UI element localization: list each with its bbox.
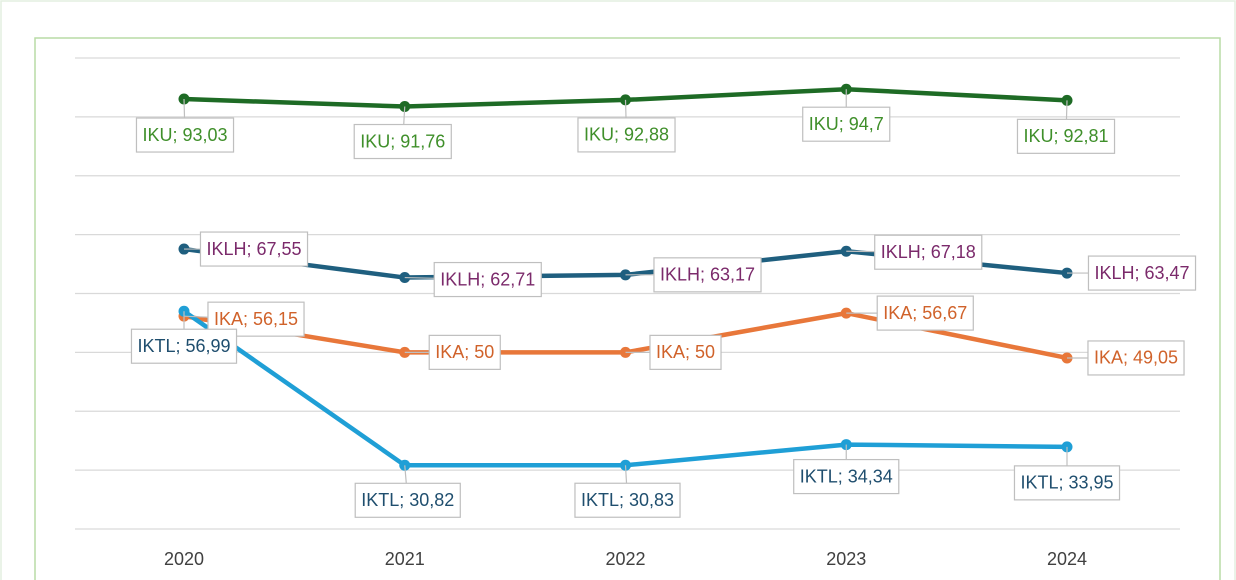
label-box	[1016, 118, 1116, 154]
label-box	[353, 123, 452, 160]
data-label: IKA; 56,67	[846, 295, 974, 331]
label-box	[1013, 465, 1121, 501]
data-label-text: IKLH; 62,71	[440, 269, 535, 289]
x-tick-label: 2023	[826, 549, 866, 569]
data-label: IKTL; 30,83	[574, 465, 681, 518]
series-line	[182, 309, 1068, 468]
label-box	[574, 482, 681, 518]
data-label-text: IKLH; 67,18	[881, 242, 976, 262]
data-label-text: IKTL; 30,82	[361, 490, 454, 510]
data-label: IKA; 49,05	[1067, 340, 1185, 376]
label-box	[354, 482, 461, 518]
data-label-text: IKU; 92,81	[1023, 126, 1108, 146]
data-label: IKU; 91,76	[353, 106, 452, 160]
data-label: IKLH; 63,17	[625, 257, 762, 293]
label-box	[577, 117, 676, 153]
data-label-text: IKA; 50	[656, 342, 715, 362]
x-tick-label: 2020	[164, 549, 204, 569]
data-label: IKLH; 63,47	[1067, 255, 1197, 291]
data-label: IKA; 50	[625, 334, 722, 370]
data-label: IKU; 92,81	[1016, 100, 1116, 154]
data-label-text: IKU; 94,7	[809, 114, 884, 134]
label-box	[1087, 255, 1197, 291]
label-box	[874, 234, 983, 270]
label-box	[433, 261, 542, 298]
data-label: IKU; 93,03	[135, 99, 235, 153]
data-label: IKTL; 33,95	[1013, 446, 1121, 501]
data-label: IKU; 92,88	[577, 99, 676, 153]
data-label: IKTL; 30,82	[354, 465, 461, 518]
x-tick-label: 2022	[605, 549, 645, 569]
data-label-text: IKA; 56,67	[883, 303, 967, 323]
x-tick-label: 2024	[1047, 549, 1087, 569]
data-label-text: IKTL; 30,83	[581, 490, 674, 510]
data-label-text: IKLH; 63,17	[660, 265, 755, 285]
data-label-text: IKA; 56,15	[214, 309, 298, 329]
label-box	[1087, 340, 1185, 376]
data-label-text: IKU; 92,88	[584, 125, 669, 145]
data-label-text: IKU; 91,76	[360, 131, 445, 151]
label-box	[802, 106, 891, 142]
data-label-text: IKTL; 34,34	[800, 466, 893, 486]
x-tick-label: 2021	[385, 549, 425, 569]
data-label: IKTL; 56,99	[130, 311, 238, 364]
label-box	[428, 334, 501, 370]
data-label: IKTL; 34,34	[793, 444, 900, 495]
data-label-text: IKLH; 67,55	[206, 239, 301, 259]
data-label: IKLH; 67,18	[846, 234, 983, 270]
label-box	[130, 328, 238, 364]
plot-frame	[34, 37, 1221, 580]
data-label-text: IKTL; 56,99	[137, 336, 230, 356]
label-box	[876, 295, 974, 331]
data-label-text: IKU; 93,03	[142, 125, 227, 145]
label-box	[653, 257, 762, 293]
label-box	[793, 458, 900, 495]
data-label-text: IKLH; 63,47	[1094, 263, 1189, 283]
label-box	[135, 117, 235, 153]
data-label: IKLH; 62,71	[404, 261, 542, 298]
data-label-text: IKA; 50	[435, 342, 494, 362]
data-label: IKU; 94,7	[802, 89, 891, 142]
data-label-text: IKA; 49,05	[1094, 348, 1178, 368]
data-label: IKA; 50	[404, 334, 501, 370]
label-box	[649, 334, 722, 370]
data-label-text: IKTL; 33,95	[1020, 473, 1113, 493]
label-box	[199, 231, 309, 267]
data-label: IKLH; 67,55	[184, 231, 309, 267]
